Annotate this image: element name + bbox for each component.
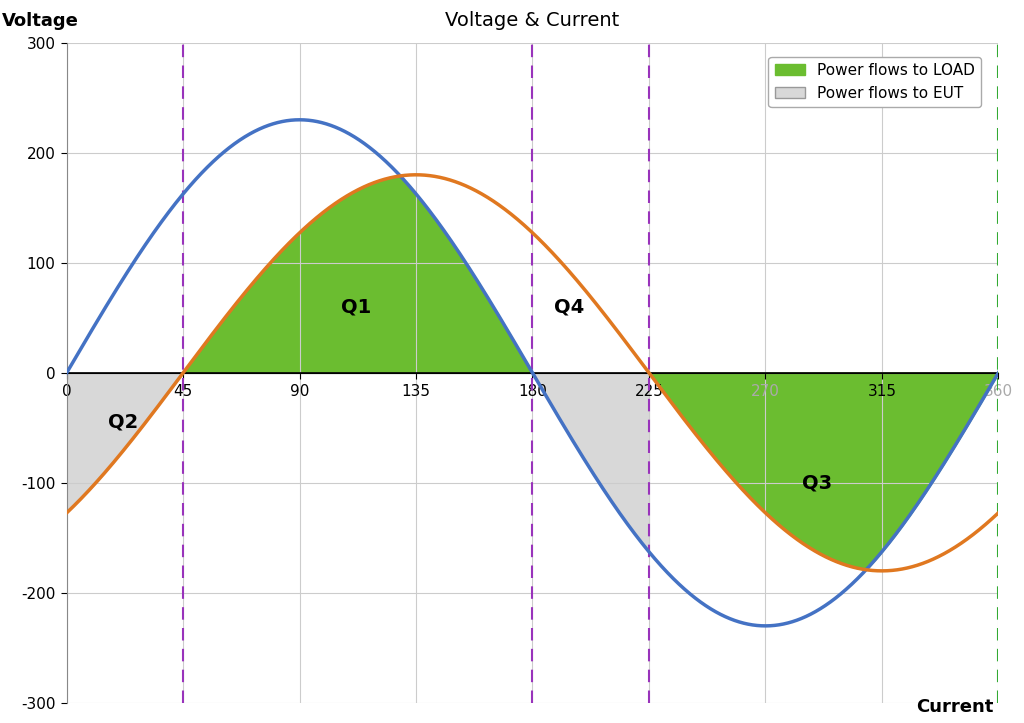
Text: Current: Current <box>915 698 993 716</box>
Text: Q4: Q4 <box>554 297 584 317</box>
Text: Q1: Q1 <box>341 297 372 317</box>
Title: Voltage & Current: Voltage & Current <box>445 11 620 30</box>
Text: Voltage: Voltage <box>1 12 78 30</box>
Text: Q3: Q3 <box>802 474 833 492</box>
Text: Q2: Q2 <box>109 413 138 432</box>
Legend: Power flows to LOAD, Power flows to EUT: Power flows to LOAD, Power flows to EUT <box>768 57 981 107</box>
